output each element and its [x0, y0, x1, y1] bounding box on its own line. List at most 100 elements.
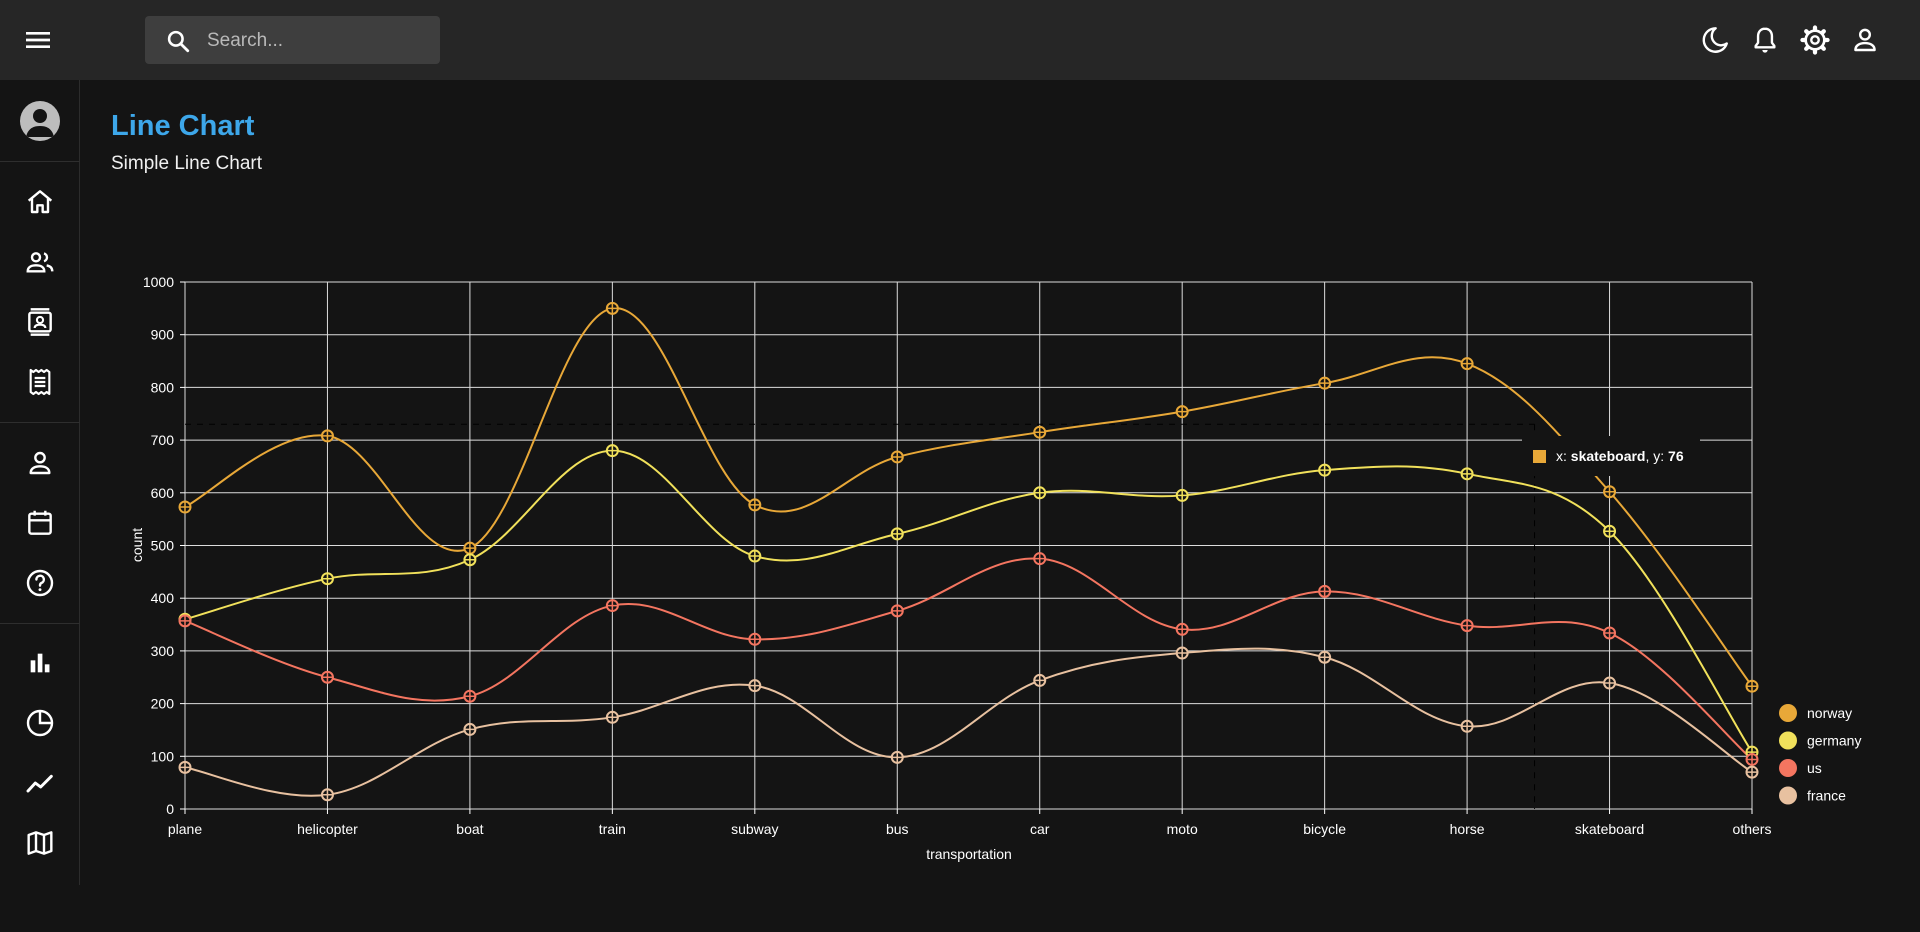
chart-legend: norway germany us france — [1779, 704, 1861, 805]
x-tick-label: train — [599, 821, 626, 837]
people-icon[interactable] — [24, 246, 56, 278]
data-point-cross — [1604, 526, 1615, 537]
data-point-cross — [1319, 652, 1330, 663]
data-point-cross — [1319, 586, 1330, 597]
person-icon[interactable] — [24, 447, 56, 479]
data-point-cross — [464, 691, 475, 702]
account-icon[interactable] — [1849, 24, 1881, 56]
dark-mode-icon[interactable] — [1699, 24, 1731, 56]
y-tick-label: 800 — [151, 379, 175, 395]
data-point-cross — [1462, 721, 1473, 732]
x-tick-label: subway — [731, 821, 778, 837]
series-line-france — [184, 647, 1753, 797]
data-point-cross — [892, 451, 903, 462]
legend-item-norway[interactable]: norway — [1779, 704, 1852, 722]
data-point-cross — [464, 543, 475, 554]
data-point-cross — [1319, 378, 1330, 389]
bar-chart-icon[interactable] — [24, 647, 56, 679]
legend-label: germany — [1807, 733, 1861, 749]
y-tick-label: 500 — [151, 538, 175, 554]
avatar-icon[interactable] — [20, 101, 60, 141]
x-tick-label: bicycle — [1303, 821, 1346, 837]
legend-label: norway — [1807, 705, 1852, 721]
legend-swatch — [1779, 786, 1797, 805]
x-axis-ticks: plane helicopter boat train subway bus car moto… — [168, 821, 1772, 837]
x-tick-label: skateboard — [1575, 821, 1644, 837]
legend-item-us[interactable]: us — [1779, 759, 1822, 777]
data-point-cross — [1034, 675, 1045, 686]
pie-chart-icon[interactable] — [24, 707, 56, 739]
data-point-cross — [749, 634, 760, 645]
data-point-cross — [1462, 468, 1473, 479]
data-point-cross — [180, 762, 190, 773]
data-point-cross — [322, 672, 333, 683]
tooltip-swatch — [1533, 450, 1546, 463]
chart-lines — [184, 307, 1753, 797]
chart-grid — [180, 281, 1753, 814]
data-point-cross — [1034, 553, 1045, 564]
y-tick-label: 200 — [151, 696, 175, 712]
x-tick-label: moto — [1167, 821, 1198, 837]
data-point-cross — [180, 615, 190, 626]
series-line-germany — [184, 449, 1753, 753]
home-icon[interactable] — [24, 186, 56, 218]
data-point-cross — [1177, 406, 1188, 417]
data-point-cross — [322, 573, 333, 584]
calendar-icon[interactable] — [24, 507, 56, 539]
y-tick-label: 900 — [151, 327, 175, 343]
data-point-cross — [1747, 754, 1757, 765]
search-input[interactable] — [205, 16, 429, 66]
search-box[interactable] — [145, 16, 440, 66]
y-tick-label: 300 — [151, 643, 175, 659]
data-point-cross — [892, 528, 903, 539]
x-tick-label: bus — [886, 821, 909, 837]
data-point-cross — [1034, 427, 1045, 438]
data-point-cross — [180, 502, 190, 513]
notifications-icon[interactable] — [1749, 24, 1781, 56]
data-point-cross — [1747, 767, 1757, 778]
top-bar — [0, 0, 1920, 80]
legend-item-france[interactable]: france — [1779, 786, 1846, 805]
hover-crosshair — [185, 423, 1536, 809]
y-tick-label: 400 — [151, 590, 175, 606]
legend-swatch — [1779, 704, 1797, 722]
series-line-norway — [184, 307, 1753, 687]
x-tick-label: horse — [1450, 821, 1485, 837]
data-point-cross — [1604, 486, 1615, 497]
y-tick-label: 0 — [166, 801, 174, 817]
legend-label: france — [1807, 788, 1846, 804]
legend-item-germany[interactable]: germany — [1779, 731, 1861, 750]
settings-icon[interactable] — [1799, 24, 1831, 56]
x-tick-label: boat — [456, 821, 483, 837]
data-point-cross — [464, 724, 475, 735]
data-point-cross — [464, 554, 475, 565]
tooltip-y-value: 76 — [1668, 448, 1684, 464]
data-point-cross — [749, 551, 760, 562]
data-point-cross — [1462, 358, 1473, 369]
data-point-cross — [1177, 624, 1188, 635]
legend-swatch — [1779, 759, 1797, 777]
page-subtitle: Simple Line Chart — [111, 153, 263, 174]
data-point-cross — [1604, 627, 1615, 638]
y-tick-label: 1000 — [143, 274, 174, 290]
y-tick-label: 100 — [151, 748, 175, 764]
invoice-icon[interactable] — [24, 366, 56, 398]
legend-swatch — [1779, 731, 1797, 750]
data-point-cross — [1177, 490, 1188, 501]
data-point-cross — [322, 430, 333, 441]
x-tick-label: plane — [168, 821, 202, 837]
data-point-cross — [749, 680, 760, 691]
help-icon[interactable] — [24, 567, 56, 599]
data-point-cross — [1319, 465, 1330, 476]
menu-icon[interactable] — [22, 24, 54, 56]
line-chart-icon[interactable] — [24, 767, 56, 799]
chart-points — [178, 301, 1759, 802]
x-axis-label: transportation — [926, 846, 1012, 862]
map-icon[interactable] — [24, 827, 56, 859]
data-point-cross — [607, 712, 618, 723]
y-axis-ticks: 0 100 200 300 400 500 600 700 800 900 1000 — [143, 274, 174, 817]
contacts-icon[interactable] — [24, 306, 56, 338]
data-point-cross — [1034, 487, 1045, 498]
data-point-cross — [892, 752, 903, 763]
